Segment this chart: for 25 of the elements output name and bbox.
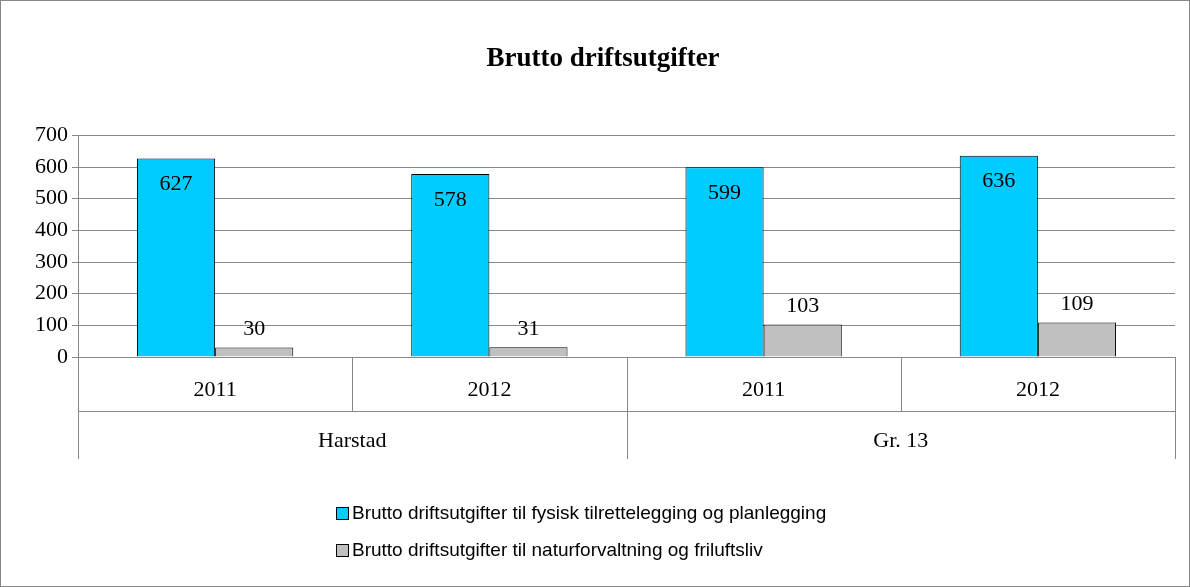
data-label: 103 — [786, 292, 820, 318]
data-label: 109 — [1060, 290, 1094, 316]
y-tick-label: 200 — [35, 279, 68, 305]
y-tick-label: 500 — [35, 184, 68, 210]
legend-label: Brutto driftsutgifter til naturforvaltning og friluftsliv — [352, 539, 763, 561]
x-tick-label: 2012 — [467, 375, 512, 401]
data-label: 636 — [982, 167, 1016, 193]
x-tick-label: 2011 — [193, 375, 237, 401]
data-label: 30 — [243, 315, 266, 341]
y-tick-label: 100 — [35, 311, 68, 337]
x-tick-label: 2012 — [1015, 375, 1060, 401]
y-tick-label: 700 — [35, 121, 68, 147]
y-tick-label: 300 — [35, 247, 68, 273]
legend-label: Brutto driftsutgifter til fysisk tilrettelegging og planlegging — [352, 502, 827, 524]
text: Harstad — [318, 426, 387, 452]
x-tick-label: 2011 — [742, 375, 786, 401]
y-tick-label: 600 — [35, 152, 68, 178]
data-label: 599 — [708, 179, 742, 205]
data-label: 31 — [517, 314, 540, 340]
data-label: 578 — [433, 185, 467, 211]
data-label: 627 — [159, 170, 193, 196]
chart-title: Brutto driftsutgifter — [486, 42, 720, 73]
y-tick-label: 400 — [35, 216, 68, 242]
y-tick-label: 0 — [57, 342, 68, 368]
text: Gr. 13 — [873, 426, 929, 452]
